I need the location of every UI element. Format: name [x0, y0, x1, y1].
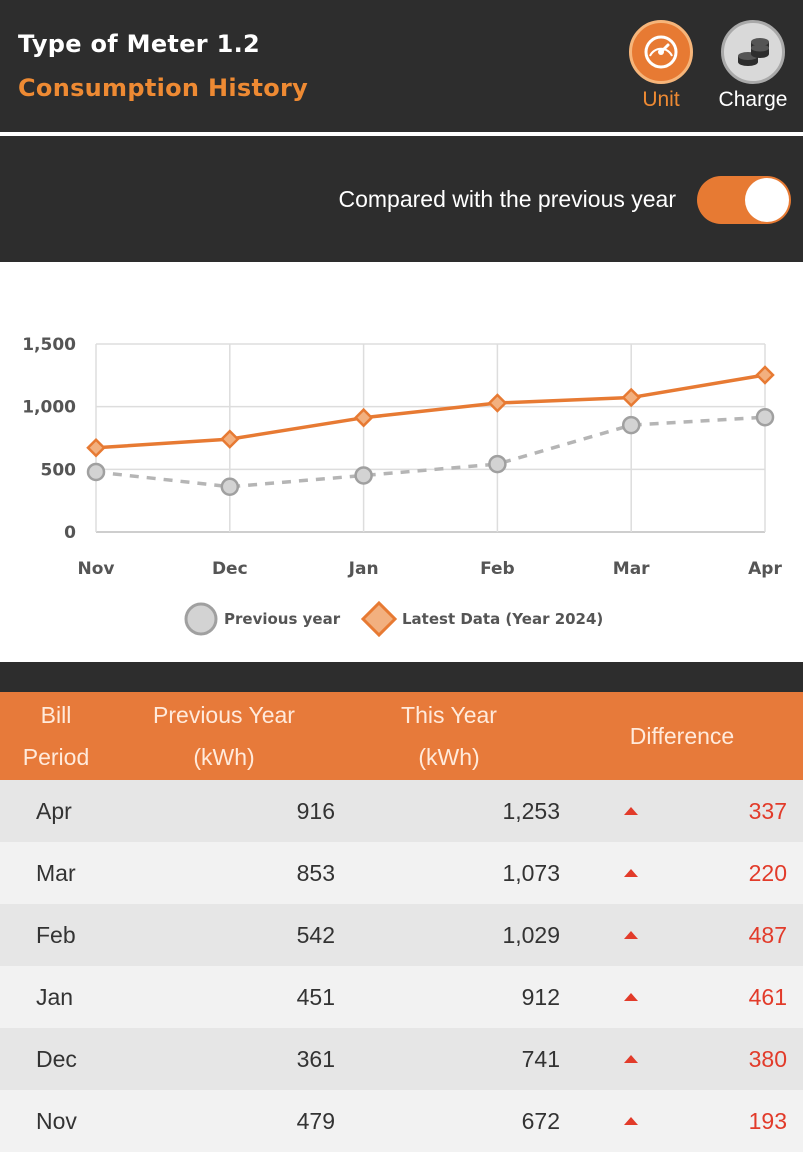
cell-current: 1,073 [502, 860, 560, 886]
chart-grid [95, 343, 766, 533]
increase-arrow-icon [624, 1055, 638, 1063]
legend-previous-label: Previous year [224, 610, 341, 628]
table-row[interactable]: Dec 361 741 380 [0, 1028, 803, 1090]
y-tick-label: 1,000 [22, 398, 76, 418]
unit-button-circle[interactable] [629, 20, 693, 84]
header-this-year-line1: This Year [401, 702, 497, 728]
compare-toggle-knob[interactable] [745, 178, 789, 222]
chart-svg: 0 500 1,000 1,500 Nov Dec Jan Feb Mar Apr Previou… [22, 335, 782, 638]
cell-difference: 220 [748, 860, 787, 886]
header-divider [0, 132, 803, 136]
latest-data-point [220, 429, 240, 449]
y-tick-label: 0 [64, 523, 76, 543]
previous-year-point [488, 454, 507, 474]
previous-year-point [621, 415, 641, 435]
header-bill-period: Bill Period [0, 694, 112, 778]
cell-current: 912 [521, 984, 560, 1010]
cell-month: Jan [36, 984, 74, 1010]
header-previous-year-line2: (kWh) [193, 744, 255, 770]
header-previous-year: Previous Year (kWh) [130, 694, 318, 778]
latest-data-point [86, 438, 106, 458]
cell-current: 741 [521, 1046, 560, 1072]
legend-previous-marker [184, 602, 218, 636]
previous-year-point [354, 466, 373, 485]
cell-difference: 193 [748, 1108, 787, 1134]
latest-data-point [353, 407, 374, 428]
coins-icon [738, 38, 769, 66]
compare-label: Compared with the previous year [338, 186, 677, 212]
cell-difference: 487 [748, 922, 787, 948]
cell-previous: 542 [296, 922, 335, 948]
latest-data-point [487, 393, 508, 413]
latest-data-point [621, 387, 641, 408]
unit-button-label: Unit [642, 88, 680, 111]
cell-month: Dec [36, 1046, 77, 1072]
increase-arrow-icon [624, 993, 638, 1001]
charge-button[interactable]: Charge [708, 20, 798, 120]
x-tick-label: Nov [78, 559, 115, 579]
cell-month: Mar [36, 860, 76, 886]
header-difference: Difference [629, 723, 735, 749]
y-tick-label: 1,500 [22, 335, 76, 355]
cell-difference: 337 [748, 798, 787, 824]
legend-latest-label: Latest Data (Year 2024) [402, 610, 603, 628]
latest-data-point [755, 365, 775, 385]
consumption-chart: 0 500 1,000 1,500 Nov Dec Jan Feb Mar Apr Previou… [0, 262, 803, 662]
table-row[interactable]: Feb 542 1,029 487 [0, 904, 803, 966]
cell-difference: 461 [748, 984, 787, 1010]
previous-year-point [86, 462, 106, 482]
cell-current: 672 [521, 1108, 560, 1134]
cell-month: Feb [36, 922, 76, 948]
app-header: Type of Meter 1.2 Consumption History Un… [0, 0, 803, 132]
legend-latest-marker [360, 600, 398, 638]
table-body: Apr 916 1,253 337 Mar 853 1,073 220 Feb … [0, 780, 803, 1152]
cell-difference: 380 [748, 1046, 787, 1072]
previous-year-point [755, 407, 775, 427]
increase-arrow-icon [624, 931, 638, 939]
cell-previous: 853 [296, 860, 335, 886]
meter-title: Type of Meter 1.2 [18, 30, 260, 58]
cell-month: Nov [36, 1108, 77, 1134]
y-tick-label: 500 [41, 460, 77, 480]
x-tick-label: Feb [480, 559, 515, 579]
chart-legend: Previous year Latest Data (Year 2024) [184, 600, 603, 638]
x-tick-label: Mar [613, 559, 650, 579]
header-this-year-line2: (kWh) [418, 744, 480, 770]
cell-previous: 451 [296, 984, 335, 1010]
cell-current: 1,029 [502, 922, 560, 948]
unit-button[interactable]: Unit [616, 20, 706, 120]
cell-previous: 916 [296, 798, 335, 824]
header-bill-period-line2: Period [22, 744, 90, 770]
speedometer-icon [644, 35, 678, 69]
cell-previous: 479 [296, 1108, 335, 1134]
table-row[interactable]: Nov 479 672 193 [0, 1090, 803, 1152]
chart-axis-labels: 0 500 1,000 1,500 Nov Dec Jan Feb Mar Apr [22, 335, 782, 579]
increase-arrow-icon [624, 1117, 638, 1125]
x-tick-label: Apr [748, 559, 782, 579]
cell-previous: 361 [296, 1046, 335, 1072]
table-header: Bill Period Previous Year (kWh) This Yea… [0, 692, 803, 780]
increase-arrow-icon [624, 869, 638, 877]
header-previous-year-line1: Previous Year [153, 702, 295, 728]
compare-toggle[interactable] [697, 176, 791, 224]
table-row[interactable]: Mar 853 1,073 220 [0, 842, 803, 904]
chart-series [86, 365, 775, 497]
x-tick-label: Dec [212, 559, 248, 579]
charge-button-label: Charge [718, 88, 788, 111]
previous-year-line [95, 415, 766, 489]
cell-current: 1,253 [502, 798, 560, 824]
x-tick-label: Jan [348, 559, 379, 579]
header-bill-period-line1: Bill [40, 702, 72, 728]
section-gap [0, 662, 803, 692]
page-title: Consumption History [18, 74, 309, 102]
cell-month: Apr [36, 798, 72, 824]
table-row[interactable]: Jan 451 912 461 [0, 966, 803, 1028]
latest-data-line [95, 373, 766, 450]
table-row[interactable]: Apr 916 1,253 337 [0, 780, 803, 842]
previous-year-point [220, 477, 240, 497]
increase-arrow-icon [624, 807, 638, 815]
compare-bar: Compared with the previous year [0, 136, 803, 262]
header-this-year: This Year (kWh) [360, 694, 538, 778]
